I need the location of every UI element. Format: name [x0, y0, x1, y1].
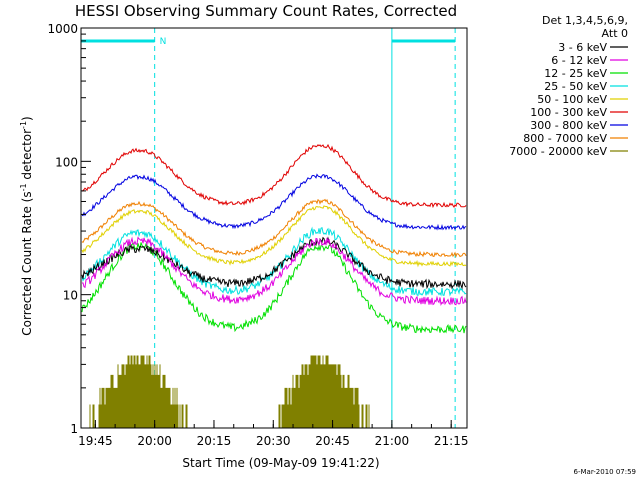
legend-label-4: 50 - 100 keV — [537, 93, 607, 106]
legend-label-8: 7000 - 20000 keV — [509, 145, 607, 158]
series-line-2 — [81, 241, 467, 334]
x-tick-label-1: 20:00 — [137, 434, 172, 448]
legend-label-6: 300 - 800 keV — [530, 119, 607, 132]
x-tick-label-6: 21:15 — [434, 434, 469, 448]
series-line-4 — [81, 205, 467, 268]
chart-title: HESSI Observing Summary Count Rates, Cor… — [75, 2, 457, 20]
x-tick-label-3: 20:30 — [256, 434, 291, 448]
legend-header-2: Att 0 — [602, 27, 628, 40]
y-tick-label-2: 100 — [55, 155, 78, 169]
legend-label-5: 100 - 300 keV — [530, 106, 607, 119]
y-label-part2: detector — [20, 129, 34, 184]
legend-label-1: 6 - 12 keV — [551, 54, 607, 67]
legend-label-2: 12 - 25 keV — [544, 67, 607, 80]
legend-label-3: 25 - 50 keV — [544, 80, 607, 93]
series-line-7 — [81, 198, 467, 258]
timestamp: 6-Mar-2010 07:59 — [574, 468, 636, 476]
x-tick-label-2: 20:15 — [197, 434, 232, 448]
series-line-0 — [81, 236, 467, 290]
series-line-6 — [81, 173, 467, 231]
series-line-1 — [81, 236, 467, 306]
n-marker: N — [160, 37, 167, 47]
series-line-8 — [89, 355, 370, 428]
legend-header-1: Det 1,3,4,5,6,9, — [542, 14, 628, 27]
legend-label-7: 800 - 7000 keV — [523, 132, 607, 145]
x-tick-label-0: 19:45 — [78, 434, 113, 448]
y-tick-label-3: 1000 — [47, 22, 78, 36]
plot-frame — [80, 27, 468, 429]
y-label-part1: Corrected Count Rate (s — [20, 191, 34, 335]
data-layer: N — [81, 28, 467, 428]
y-label-sup1: -1 — [19, 183, 28, 191]
y-label-sup2: -1 — [19, 121, 28, 129]
y-tick-label-1: 10 — [63, 289, 78, 303]
axis-ticks: 19:45 20:00 20:15 20:30 20:45 21:00 21:15 1 10 10… — [47, 22, 468, 448]
x-axis-label: Start Time (09-May-09 19:41:22) — [182, 456, 379, 470]
series-line-5 — [81, 143, 467, 209]
y-label-part3: ) — [20, 116, 34, 121]
x-tick-label-4: 20:45 — [315, 434, 350, 448]
y-tick-label-0: 1 — [70, 422, 78, 436]
series-line-3 — [81, 226, 467, 297]
x-tick-label-5: 21:00 — [375, 434, 410, 448]
y-axis-label: Corrected Count Rate (s-1 detector-1) — [19, 116, 34, 335]
legend-label-0: 3 - 6 keV — [558, 41, 607, 54]
